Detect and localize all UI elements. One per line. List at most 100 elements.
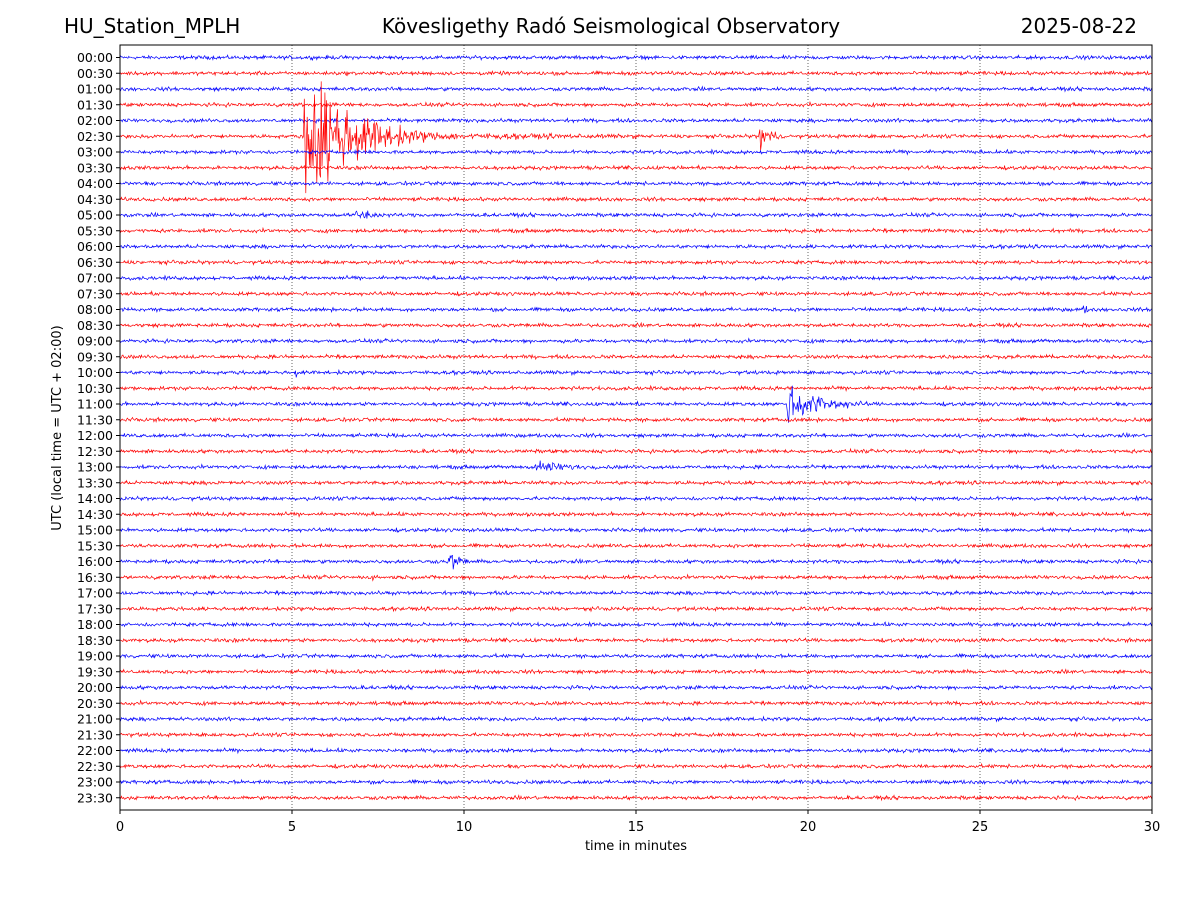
trace-0530 <box>120 226 1152 235</box>
y-tick-label: 15:30 <box>77 538 113 553</box>
y-tick-label: 22:30 <box>77 759 113 774</box>
y-tick-label: 05:30 <box>77 223 113 238</box>
y-tick-label: 08:00 <box>77 302 113 317</box>
observatory-title: Kövesligethy Radó Seismological Observat… <box>381 14 841 38</box>
y-tick-label: 07:30 <box>77 286 113 301</box>
trace-1430 <box>120 510 1152 518</box>
y-tick-label: 15:00 <box>77 523 113 538</box>
y-tick-label: 03:30 <box>77 160 113 175</box>
y-tick-label: 00:30 <box>77 66 113 81</box>
y-tick-label: 01:30 <box>77 97 113 112</box>
trace-0900 <box>120 337 1152 345</box>
y-tick-label: 20:30 <box>77 696 113 711</box>
y-tick-label: 17:30 <box>77 601 113 616</box>
trace-2300 <box>120 778 1152 786</box>
trace-1700 <box>120 589 1152 597</box>
trace-2000 <box>120 683 1152 691</box>
y-tick-label: 09:30 <box>77 349 113 364</box>
trace-1500 <box>120 526 1152 534</box>
trace-1130 <box>120 416 1152 424</box>
trace-1900 <box>120 652 1152 660</box>
y-tick-label: 11:30 <box>77 412 113 427</box>
y-tick-label: 23:30 <box>77 790 113 805</box>
trace-0500 <box>120 210 1152 219</box>
y-tick-label: 04:30 <box>77 192 113 207</box>
y-tick-label: 14:30 <box>77 507 113 522</box>
y-tick-label: 04:00 <box>77 176 113 191</box>
y-tick-label: 08:30 <box>77 318 113 333</box>
trace-0330 <box>120 164 1152 172</box>
trace-0400 <box>120 179 1152 187</box>
y-tick-label: 13:30 <box>77 475 113 490</box>
trace-1600 <box>120 554 1152 570</box>
trace-0930 <box>120 353 1152 361</box>
trace-1100 <box>120 385 1152 423</box>
y-tick-label: 10:00 <box>77 365 113 380</box>
trace-0200 <box>120 117 1152 124</box>
date-label: 2025-08-22 <box>1020 14 1137 38</box>
trace-2230 <box>120 762 1152 770</box>
trace-2030 <box>120 699 1152 707</box>
x-tick-label: 10 <box>456 820 473 835</box>
y-tick-label: 06:30 <box>77 255 113 270</box>
trace-1630 <box>120 573 1152 582</box>
y-tick-label: 05:00 <box>77 208 113 223</box>
trace-0130 <box>120 100 1152 109</box>
y-tick-label: 07:00 <box>77 271 113 286</box>
y-tick-label: 16:30 <box>77 570 113 585</box>
trace-0800 <box>120 305 1152 314</box>
trace-1800 <box>120 620 1152 628</box>
y-tick-label: 00:00 <box>77 50 113 65</box>
y-tick-label: 22:00 <box>77 743 113 758</box>
y-tick-label: 06:00 <box>77 239 113 254</box>
trace-0300 <box>120 148 1152 156</box>
trace-0630 <box>120 258 1152 267</box>
trace-1230 <box>120 447 1152 455</box>
trace-0600 <box>120 243 1152 251</box>
trace-2130 <box>120 731 1152 739</box>
y-tick-labels: 00:0000:3001:0001:3002:0002:3003:0003:30… <box>77 50 120 805</box>
trace-2200 <box>120 746 1152 755</box>
y-tick-label: 17:00 <box>77 586 113 601</box>
y-tick-label: 14:00 <box>77 491 113 506</box>
trace-1830 <box>120 636 1152 644</box>
y-tick-label: 02:00 <box>77 113 113 128</box>
x-tick-label: 15 <box>628 820 645 835</box>
x-axis-label: time in minutes <box>585 839 687 854</box>
trace-1000 <box>120 368 1152 378</box>
vertical-grid <box>291 45 981 810</box>
trace-1030 <box>120 384 1152 392</box>
y-tick-label: 20:00 <box>77 680 113 695</box>
station-name: HU_Station_MPLH <box>64 14 241 38</box>
y-tick-label: 03:00 <box>77 145 113 160</box>
y-tick-label: 10:30 <box>77 381 113 396</box>
trace-1930 <box>120 668 1152 676</box>
y-tick-label: 12:00 <box>77 428 113 443</box>
trace-0230 <box>120 81 1152 194</box>
y-axis-label: UTC (local time = UTC + 02:00) <box>50 325 65 530</box>
x-tick-label: 5 <box>288 820 296 835</box>
y-tick-label: 18:30 <box>77 633 113 648</box>
x-tick-labels: 0 5 10 15 20 25 30 <box>116 810 1160 835</box>
y-tick-label: 09:00 <box>77 334 113 349</box>
trace-1200 <box>120 431 1152 439</box>
trace-0700 <box>120 274 1152 282</box>
y-tick-label: 13:00 <box>77 460 113 475</box>
seismogram-traces <box>120 53 1152 802</box>
y-tick-label: 02:30 <box>77 129 113 144</box>
trace-0430 <box>120 195 1152 203</box>
trace-0830 <box>120 321 1152 329</box>
x-tick-label: 0 <box>116 820 124 835</box>
y-tick-label: 21:30 <box>77 727 113 742</box>
trace-2330 <box>120 794 1152 802</box>
trace-0730 <box>120 290 1152 297</box>
trace-1530 <box>120 542 1152 550</box>
y-tick-label: 21:00 <box>77 712 113 727</box>
trace-1330 <box>120 479 1152 487</box>
trace-1300 <box>120 460 1152 472</box>
y-tick-label: 12:30 <box>77 444 113 459</box>
x-tick-label: 20 <box>800 820 817 835</box>
trace-0100 <box>120 85 1152 93</box>
trace-0000 <box>120 53 1152 62</box>
